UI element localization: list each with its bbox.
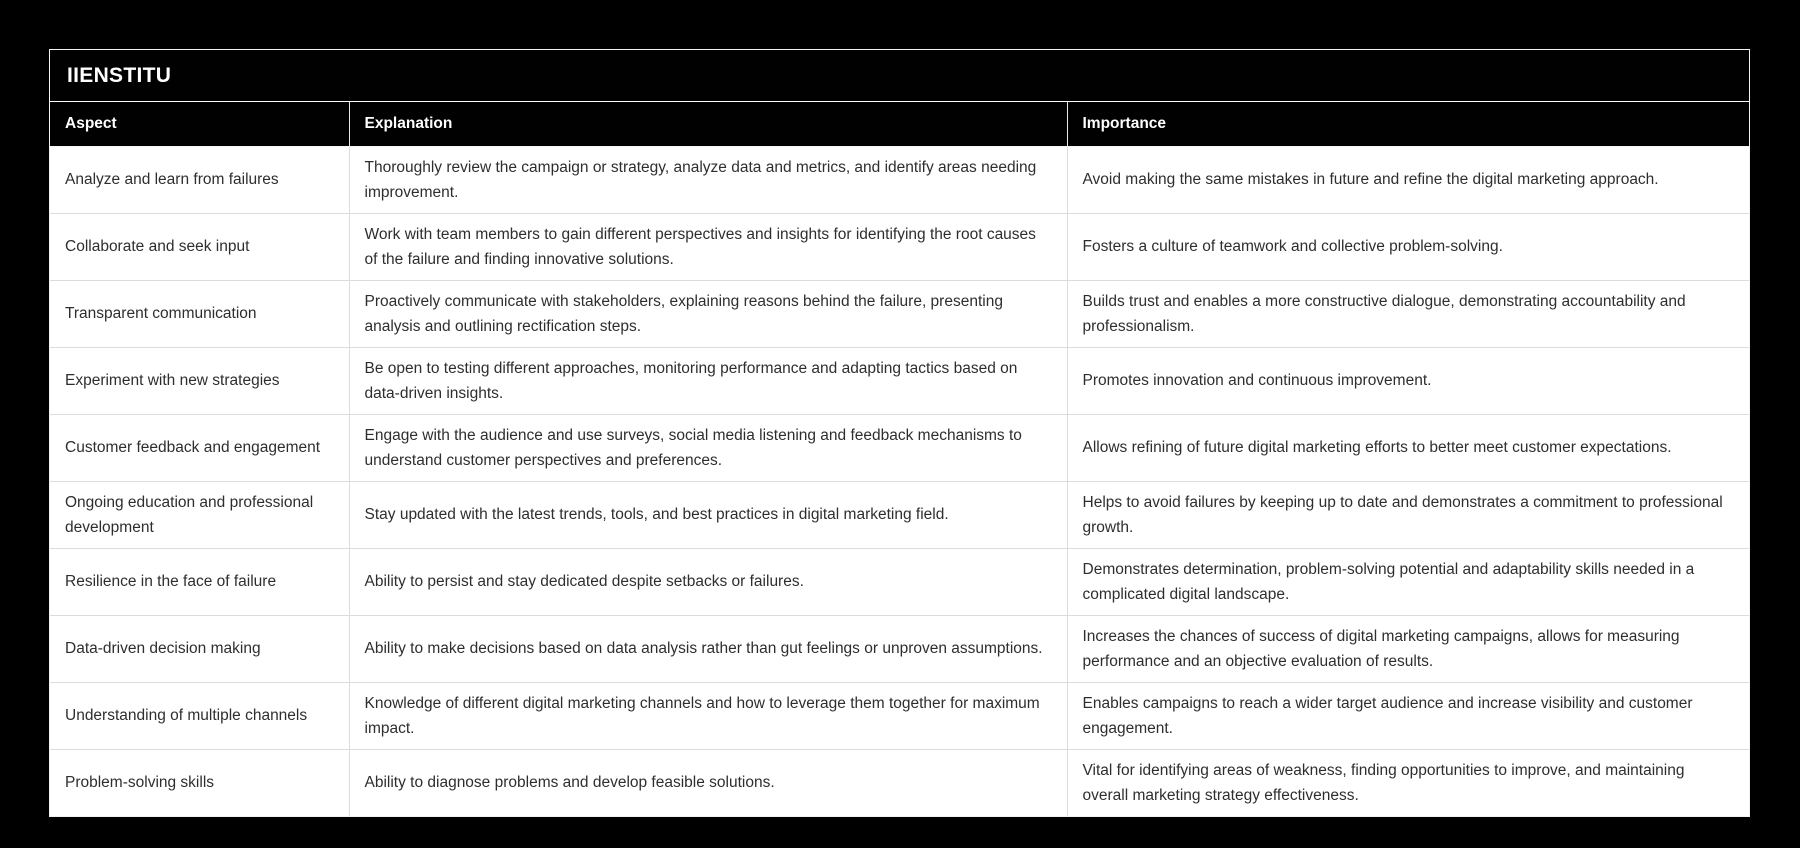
importance-cell: Builds trust and enables a more construc…: [1067, 280, 1749, 348]
table-row: Analyze and learn from failures Thorough…: [50, 146, 1749, 214]
aspect-cell: Experiment with new strategies: [50, 347, 350, 415]
importance-cell: Helps to avoid failures by keeping up to…: [1067, 481, 1749, 549]
column-header-importance: Importance: [1067, 102, 1749, 147]
aspect-cell: Data-driven decision making: [50, 615, 350, 683]
table-row: Transparent communication Proactively co…: [50, 280, 1749, 348]
table-row: Experiment with new strategies Be open t…: [50, 347, 1749, 415]
table-row: Resilience in the face of failure Abilit…: [50, 548, 1749, 616]
explanation-cell: Knowledge of different digital marketing…: [349, 682, 1068, 750]
importance-cell: Increases the chances of success of digi…: [1067, 615, 1749, 683]
aspect-cell: Resilience in the face of failure: [50, 548, 350, 616]
explanation-cell: Stay updated with the latest trends, too…: [349, 481, 1068, 549]
aspects-table: Aspect Explanation Importance Analyze an…: [50, 102, 1749, 816]
explanation-cell: Proactively communicate with stakeholder…: [349, 280, 1068, 348]
aspect-cell: Analyze and learn from failures: [50, 146, 350, 214]
aspect-cell: Customer feedback and engagement: [50, 414, 350, 482]
explanation-cell: Ability to diagnose problems and develop…: [349, 749, 1068, 816]
importance-cell: Promotes innovation and continuous impro…: [1067, 347, 1749, 415]
table-row: Customer feedback and engagement Engage …: [50, 414, 1749, 482]
table-row: Understanding of multiple channels Knowl…: [50, 682, 1749, 750]
explanation-cell: Ability to make decisions based on data …: [349, 615, 1068, 683]
aspect-cell: Ongoing education and professional devel…: [50, 481, 350, 549]
aspect-cell: Problem-solving skills: [50, 749, 350, 816]
explanation-cell: Thoroughly review the campaign or strate…: [349, 146, 1068, 214]
table-row: Ongoing education and professional devel…: [50, 481, 1749, 549]
aspect-cell: Understanding of multiple channels: [50, 682, 350, 750]
marketing-aspects-table-card: IIENSTITU Aspect Explanation Importance …: [49, 49, 1750, 817]
importance-cell: Fosters a culture of teamwork and collec…: [1067, 213, 1749, 281]
importance-cell: Demonstrates determination, problem-solv…: [1067, 548, 1749, 616]
explanation-cell: Work with team members to gain different…: [349, 213, 1068, 281]
aspect-cell: Transparent communication: [50, 280, 350, 348]
importance-cell: Avoid making the same mistakes in future…: [1067, 146, 1749, 214]
explanation-cell: Be open to testing different approaches,…: [349, 347, 1068, 415]
explanation-cell: Engage with the audience and use surveys…: [349, 414, 1068, 482]
column-header-explanation: Explanation: [349, 102, 1068, 147]
brand-title: IIENSTITU: [50, 50, 1749, 102]
importance-cell: Allows refining of future digital market…: [1067, 414, 1749, 482]
importance-cell: Enables campaigns to reach a wider targe…: [1067, 682, 1749, 750]
table-row: Problem-solving skills Ability to diagno…: [50, 749, 1749, 816]
column-header-aspect: Aspect: [50, 102, 350, 147]
explanation-cell: Ability to persist and stay dedicated de…: [349, 548, 1068, 616]
table-row: Data-driven decision making Ability to m…: [50, 615, 1749, 683]
table-row: Collaborate and seek input Work with tea…: [50, 213, 1749, 281]
table-header-row: Aspect Explanation Importance: [50, 102, 1749, 147]
aspect-cell: Collaborate and seek input: [50, 213, 350, 281]
importance-cell: Vital for identifying areas of weakness,…: [1067, 749, 1749, 816]
